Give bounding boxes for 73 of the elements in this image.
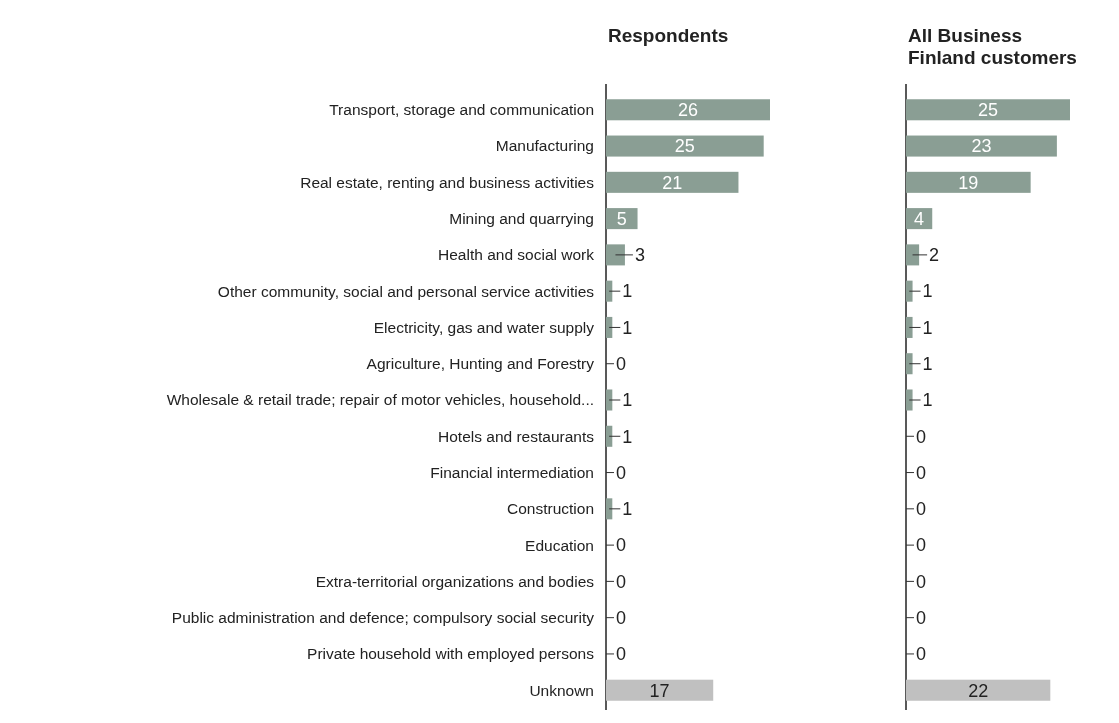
data-label: 1 (622, 426, 633, 447)
data-label: 1 (622, 281, 633, 302)
data-label: 5 (616, 208, 627, 229)
data-label: 2 (929, 245, 940, 266)
data-label: 0 (916, 535, 927, 556)
y-tick-label: Construction (506, 500, 594, 518)
bar (906, 171, 1031, 193)
data-label: 0 (616, 607, 627, 628)
y-tick-label: Extra-territorial organizations and bodies (315, 572, 595, 590)
data-label: 21 (662, 172, 683, 193)
bar (906, 280, 913, 302)
bar (606, 316, 613, 338)
bar (906, 135, 1057, 157)
bar (606, 679, 714, 701)
y-tick-label: Agriculture, Hunting and Forestry (366, 355, 595, 373)
y-tick-label: Unknown (529, 681, 594, 699)
y-tick-label: Wholesale & retail trade; repair of motor vehicles, household... (166, 391, 594, 409)
bar (606, 280, 613, 302)
data-label: 0 (616, 571, 627, 592)
chart-title: All Business Finland customers (908, 25, 1077, 68)
data-label: 0 (916, 644, 927, 665)
bar (606, 171, 739, 193)
data-label: 1 (922, 390, 933, 411)
bar (906, 99, 1070, 121)
data-label: 1 (922, 317, 933, 338)
data-label: 4 (914, 208, 925, 229)
data-label: 1 (622, 499, 633, 520)
bar (906, 316, 913, 338)
bar (606, 208, 638, 230)
data-label: 0 (616, 354, 627, 375)
data-label: 1 (622, 390, 633, 411)
chart-title: Respondents (608, 25, 729, 46)
data-label: 0 (916, 571, 927, 592)
y-tick-label: Public administration and defence; compulsory social security (171, 609, 595, 627)
data-label: 26 (677, 100, 699, 121)
data-label: 0 (916, 462, 927, 483)
y-tick-label: Private household with employed persons (307, 645, 595, 663)
data-label: 1 (922, 354, 933, 375)
data-label: 25 (977, 100, 999, 121)
data-label: 19 (958, 172, 979, 193)
bar (906, 679, 1051, 701)
y-tick-label: Other community, social and personal service activities (217, 282, 595, 300)
y-tick-label: Electricity, gas and water supply (373, 318, 595, 336)
bar (606, 389, 613, 411)
bar (606, 99, 770, 121)
y-tick-label: Manufacturing (495, 137, 594, 155)
data-label: 23 (971, 136, 992, 157)
bar (606, 135, 764, 157)
data-label: 0 (616, 462, 627, 483)
data-label: 0 (616, 535, 627, 556)
data-label: 0 (916, 607, 927, 628)
data-label: 3 (634, 245, 645, 266)
bar (606, 498, 613, 520)
data-label: 0 (916, 426, 927, 447)
data-label: 25 (674, 136, 695, 157)
y-tick-label: Hotels and restaurants (438, 427, 595, 445)
data-label: 1 (622, 317, 633, 338)
bar (906, 244, 920, 266)
bar (606, 244, 625, 266)
y-tick-label: Education (525, 536, 594, 554)
data-label: 1 (922, 281, 933, 302)
data-label: 0 (616, 644, 627, 665)
bar (906, 389, 913, 411)
data-label: 22 (968, 680, 989, 701)
data-label: 0 (916, 499, 927, 520)
y-tick-label: Real estate, renting and business activities (300, 173, 595, 191)
data-label: 17 (649, 680, 670, 701)
y-tick-label: Mining and quarrying (449, 210, 594, 228)
y-tick-label: Transport, storage and communication (329, 101, 594, 119)
bar (606, 425, 613, 447)
y-tick-label: Financial intermediation (430, 463, 594, 481)
y-tick-label: Health and social work (438, 246, 595, 264)
bar (906, 353, 913, 375)
